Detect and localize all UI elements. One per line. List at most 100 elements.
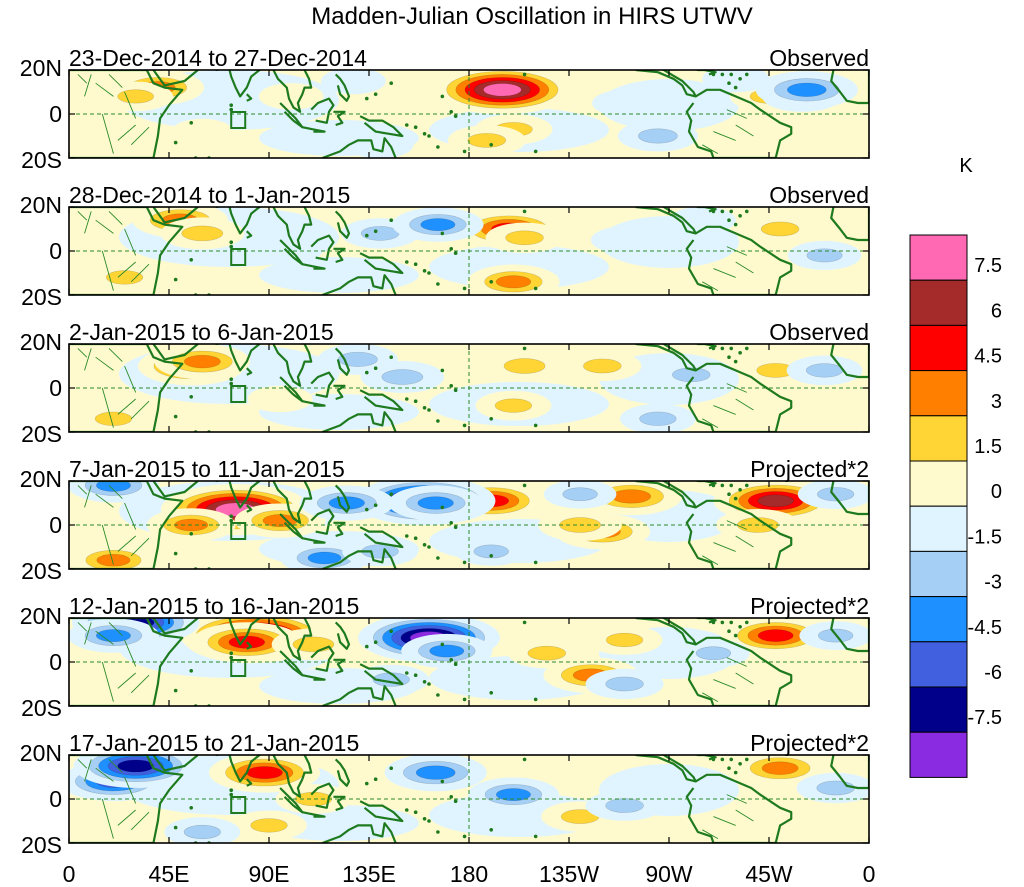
coastline: [272, 344, 313, 387]
coastline: [830, 70, 869, 105]
border-line: [702, 418, 719, 428]
island-dot: [489, 554, 494, 558]
map-panel: 12-Jan-2015 to 16-Jan-2015 Projected*2 20N…: [20, 593, 870, 721]
panel-label: Observed: [769, 182, 869, 208]
x-tick-label: 0: [863, 861, 876, 887]
border-line: [117, 124, 136, 141]
coastline: [333, 795, 346, 812]
island-dot: [229, 381, 234, 386]
border-line: [117, 672, 136, 689]
anomaly-contour: [183, 824, 221, 840]
island-dot: [427, 819, 431, 823]
coastline: [359, 115, 404, 138]
coastline: [69, 755, 184, 843]
anomaly-contour: [181, 225, 224, 242]
coastline: [830, 481, 869, 516]
border-line: [117, 261, 136, 278]
island-dot: [744, 72, 749, 77]
island-dot: [453, 114, 458, 118]
island-dot: [744, 209, 749, 214]
anomaly-contour: [494, 398, 533, 413]
coastline: [152, 344, 199, 361]
island-dot: [711, 757, 716, 762]
island-dot: [389, 629, 394, 633]
anomaly-contour: [183, 354, 221, 369]
border-line: [735, 261, 754, 274]
island-dot: [462, 560, 467, 565]
y-tick-label: 20N: [20, 329, 62, 355]
anomaly-contour: [117, 759, 154, 773]
island-dot: [229, 107, 234, 112]
colorbar-level-label: -1.5: [968, 526, 1002, 548]
coastline: [333, 658, 346, 675]
island-dot: [453, 251, 458, 255]
island-dot: [533, 286, 538, 291]
colorbar-level-label: -3: [984, 572, 1002, 594]
border-line: [735, 535, 754, 548]
coastline: [272, 70, 313, 113]
coastline: [334, 210, 351, 239]
coastline: [215, 344, 262, 372]
island-dot: [413, 810, 418, 814]
x-tick-label: 45W: [745, 861, 793, 887]
anomaly-contour: [346, 131, 414, 158]
island-dot: [729, 483, 734, 488]
island-dot: [422, 817, 427, 821]
island-dot: [733, 85, 738, 90]
region-box: [230, 111, 247, 129]
island-dot: [711, 346, 716, 351]
island-dot: [738, 625, 742, 629]
colorbar-level-label: -4.5: [968, 617, 1002, 639]
island-dot: [727, 766, 731, 770]
panel-period: 23-Dec-2014 to 27-Dec-2014: [69, 45, 367, 71]
island-dot: [449, 658, 454, 662]
coastline: [321, 274, 397, 295]
anomaly-contour: [381, 369, 424, 385]
island-dot: [389, 81, 394, 85]
border-line: [117, 535, 136, 552]
y-tick-label: 20S: [21, 421, 62, 447]
island-dot: [373, 92, 378, 96]
coastline: [215, 70, 262, 98]
border-line: [95, 82, 114, 97]
island-dot: [533, 423, 538, 428]
anomaly-contour: [562, 487, 598, 502]
island-dot: [404, 808, 409, 812]
island-dot: [229, 377, 234, 382]
region-box: [230, 522, 247, 540]
border-line: [702, 829, 719, 839]
y-tick-label: 20N: [20, 192, 62, 218]
anomaly-contour: [307, 551, 342, 565]
coastline: [359, 252, 404, 275]
border-line: [95, 493, 114, 508]
island-dot: [373, 503, 378, 508]
coastline: [246, 641, 253, 650]
x-tick-label: 180: [450, 861, 488, 887]
island-dot: [229, 244, 234, 249]
border-line: [117, 398, 136, 415]
island-dot: [738, 77, 742, 81]
coastline: [635, 207, 697, 235]
anomaly-contour: [503, 358, 546, 374]
coastline: [635, 481, 697, 509]
anomaly-contour: [806, 248, 843, 263]
anomaly-contour: [247, 385, 313, 413]
island-dot: [422, 543, 427, 547]
island-dot: [489, 691, 494, 695]
anomaly-contour: [816, 780, 855, 796]
figure-title: Madden-Julian Oscillation in HIRS UTWV: [311, 3, 752, 30]
island-dot: [711, 209, 716, 214]
coastline: [359, 663, 404, 686]
border-line: [713, 679, 736, 689]
island-dot: [440, 231, 445, 236]
coastline: [246, 367, 253, 376]
map-panel: 23-Dec-2014 to 27-Dec-2014 Observed 20N 0 20…: [20, 45, 870, 173]
border-line: [108, 622, 123, 636]
island-dot: [389, 355, 394, 360]
y-tick-label: 0: [49, 649, 62, 675]
island-dot: [744, 346, 749, 351]
coastline: [830, 755, 869, 790]
anomaly-contour: [505, 230, 544, 246]
coastline: [333, 247, 346, 264]
y-tick-label: 20S: [21, 695, 62, 721]
